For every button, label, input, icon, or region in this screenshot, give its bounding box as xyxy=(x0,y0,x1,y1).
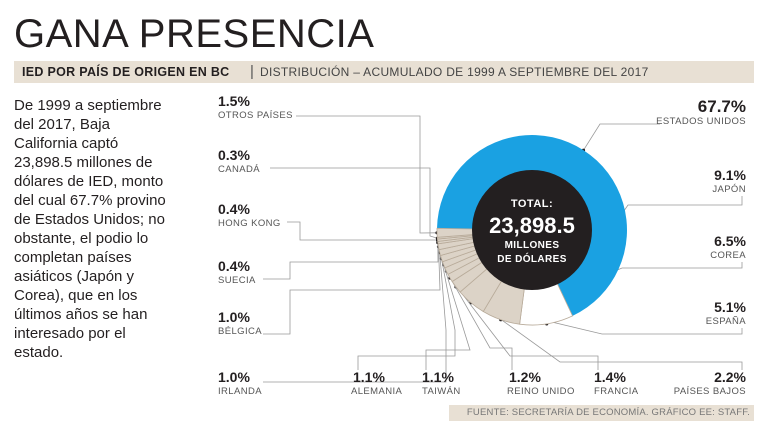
leader-line xyxy=(263,246,441,335)
center-unit-line1: MILLONES xyxy=(505,240,560,251)
pct-corea: 6.5% xyxy=(714,233,746,249)
leader-line xyxy=(296,115,438,234)
label-francia: FRANCIA xyxy=(594,386,639,397)
pct-reino-unido: 1.2% xyxy=(509,369,541,385)
leader-line xyxy=(449,277,599,370)
label-canada: CANADÁ xyxy=(218,164,260,175)
subtitle-bold: IED POR PAÍS DE ORIGEN EN BC xyxy=(22,65,230,79)
pct-hong-kong: 0.4% xyxy=(218,201,250,217)
label-espana: ESPAÑA xyxy=(706,316,747,327)
pct-otros-paises: 1.5% xyxy=(218,93,250,109)
pct-francia: 1.4% xyxy=(594,369,626,385)
label-irlanda: IRLANDA xyxy=(218,386,262,397)
pct-espana: 5.1% xyxy=(714,299,746,315)
source-note: FUENTE: SECRETARÍA DE ECONOMÍA. GRÁFICO … xyxy=(449,405,754,421)
pct-suecia: 0.4% xyxy=(218,258,250,274)
center-circle xyxy=(472,170,592,290)
leader-line xyxy=(357,258,456,370)
leader-line xyxy=(446,270,513,370)
pct-paises-bajos: 2.2% xyxy=(714,369,746,385)
leader-line xyxy=(263,242,439,280)
label-taiwan: TAIWÁN xyxy=(422,386,461,397)
label-paises-bajos: PAÍSES BAJOS xyxy=(674,386,746,397)
center-total-value: 23,898.5 xyxy=(489,213,575,238)
subtitle-separator: | xyxy=(250,63,254,80)
label-japon: JAPÓN xyxy=(712,184,746,195)
label-estados-unidos: ESTADOS UNIDOS xyxy=(656,116,746,127)
pct-irlanda: 1.0% xyxy=(218,369,250,385)
description-text: De 1999 a septiembre del 2017, Baja Cali… xyxy=(14,97,166,361)
pct-japon: 9.1% xyxy=(714,167,746,183)
label-corea: COREA xyxy=(710,250,746,261)
label-hong-kong: HONG KONG xyxy=(218,218,281,229)
center-total-label: TOTAL: xyxy=(511,198,553,210)
leader-line xyxy=(263,252,447,383)
leader-line xyxy=(425,264,471,370)
label-belgica: BÉLGICA xyxy=(218,326,262,337)
pct-belgica: 1.0% xyxy=(218,309,250,325)
pct-taiwan: 1.1% xyxy=(422,369,454,385)
leader-line xyxy=(455,286,743,370)
leader-line xyxy=(287,221,438,241)
pct-estados-unidos: 67.7% xyxy=(698,97,746,116)
label-otros-paises: OTROS PAÍSES xyxy=(218,110,293,121)
leader-line xyxy=(270,167,438,239)
leader-line xyxy=(583,123,660,151)
label-suecia: SUECIA xyxy=(218,275,256,286)
subtitle-banner: IED POR PAÍS DE ORIGEN EN BC | DISTRIBUC… xyxy=(14,61,754,83)
label-reino-unido: REINO UNIDO xyxy=(507,386,575,397)
center-unit-line2: DE DÓLARES xyxy=(497,252,567,265)
source-text: FUENTE: SECRETARÍA DE ECONOMÍA. GRÁFICO … xyxy=(466,407,750,418)
subtitle-text: DISTRIBUCIÓN – ACUMULADO DE 1999 A SEPTI… xyxy=(260,65,649,79)
page-title: GANA PRESENCIA xyxy=(14,12,375,56)
pct-canada: 0.3% xyxy=(218,147,250,163)
pct-alemania: 1.1% xyxy=(353,369,385,385)
label-alemania: ALEMANIA xyxy=(351,386,403,397)
